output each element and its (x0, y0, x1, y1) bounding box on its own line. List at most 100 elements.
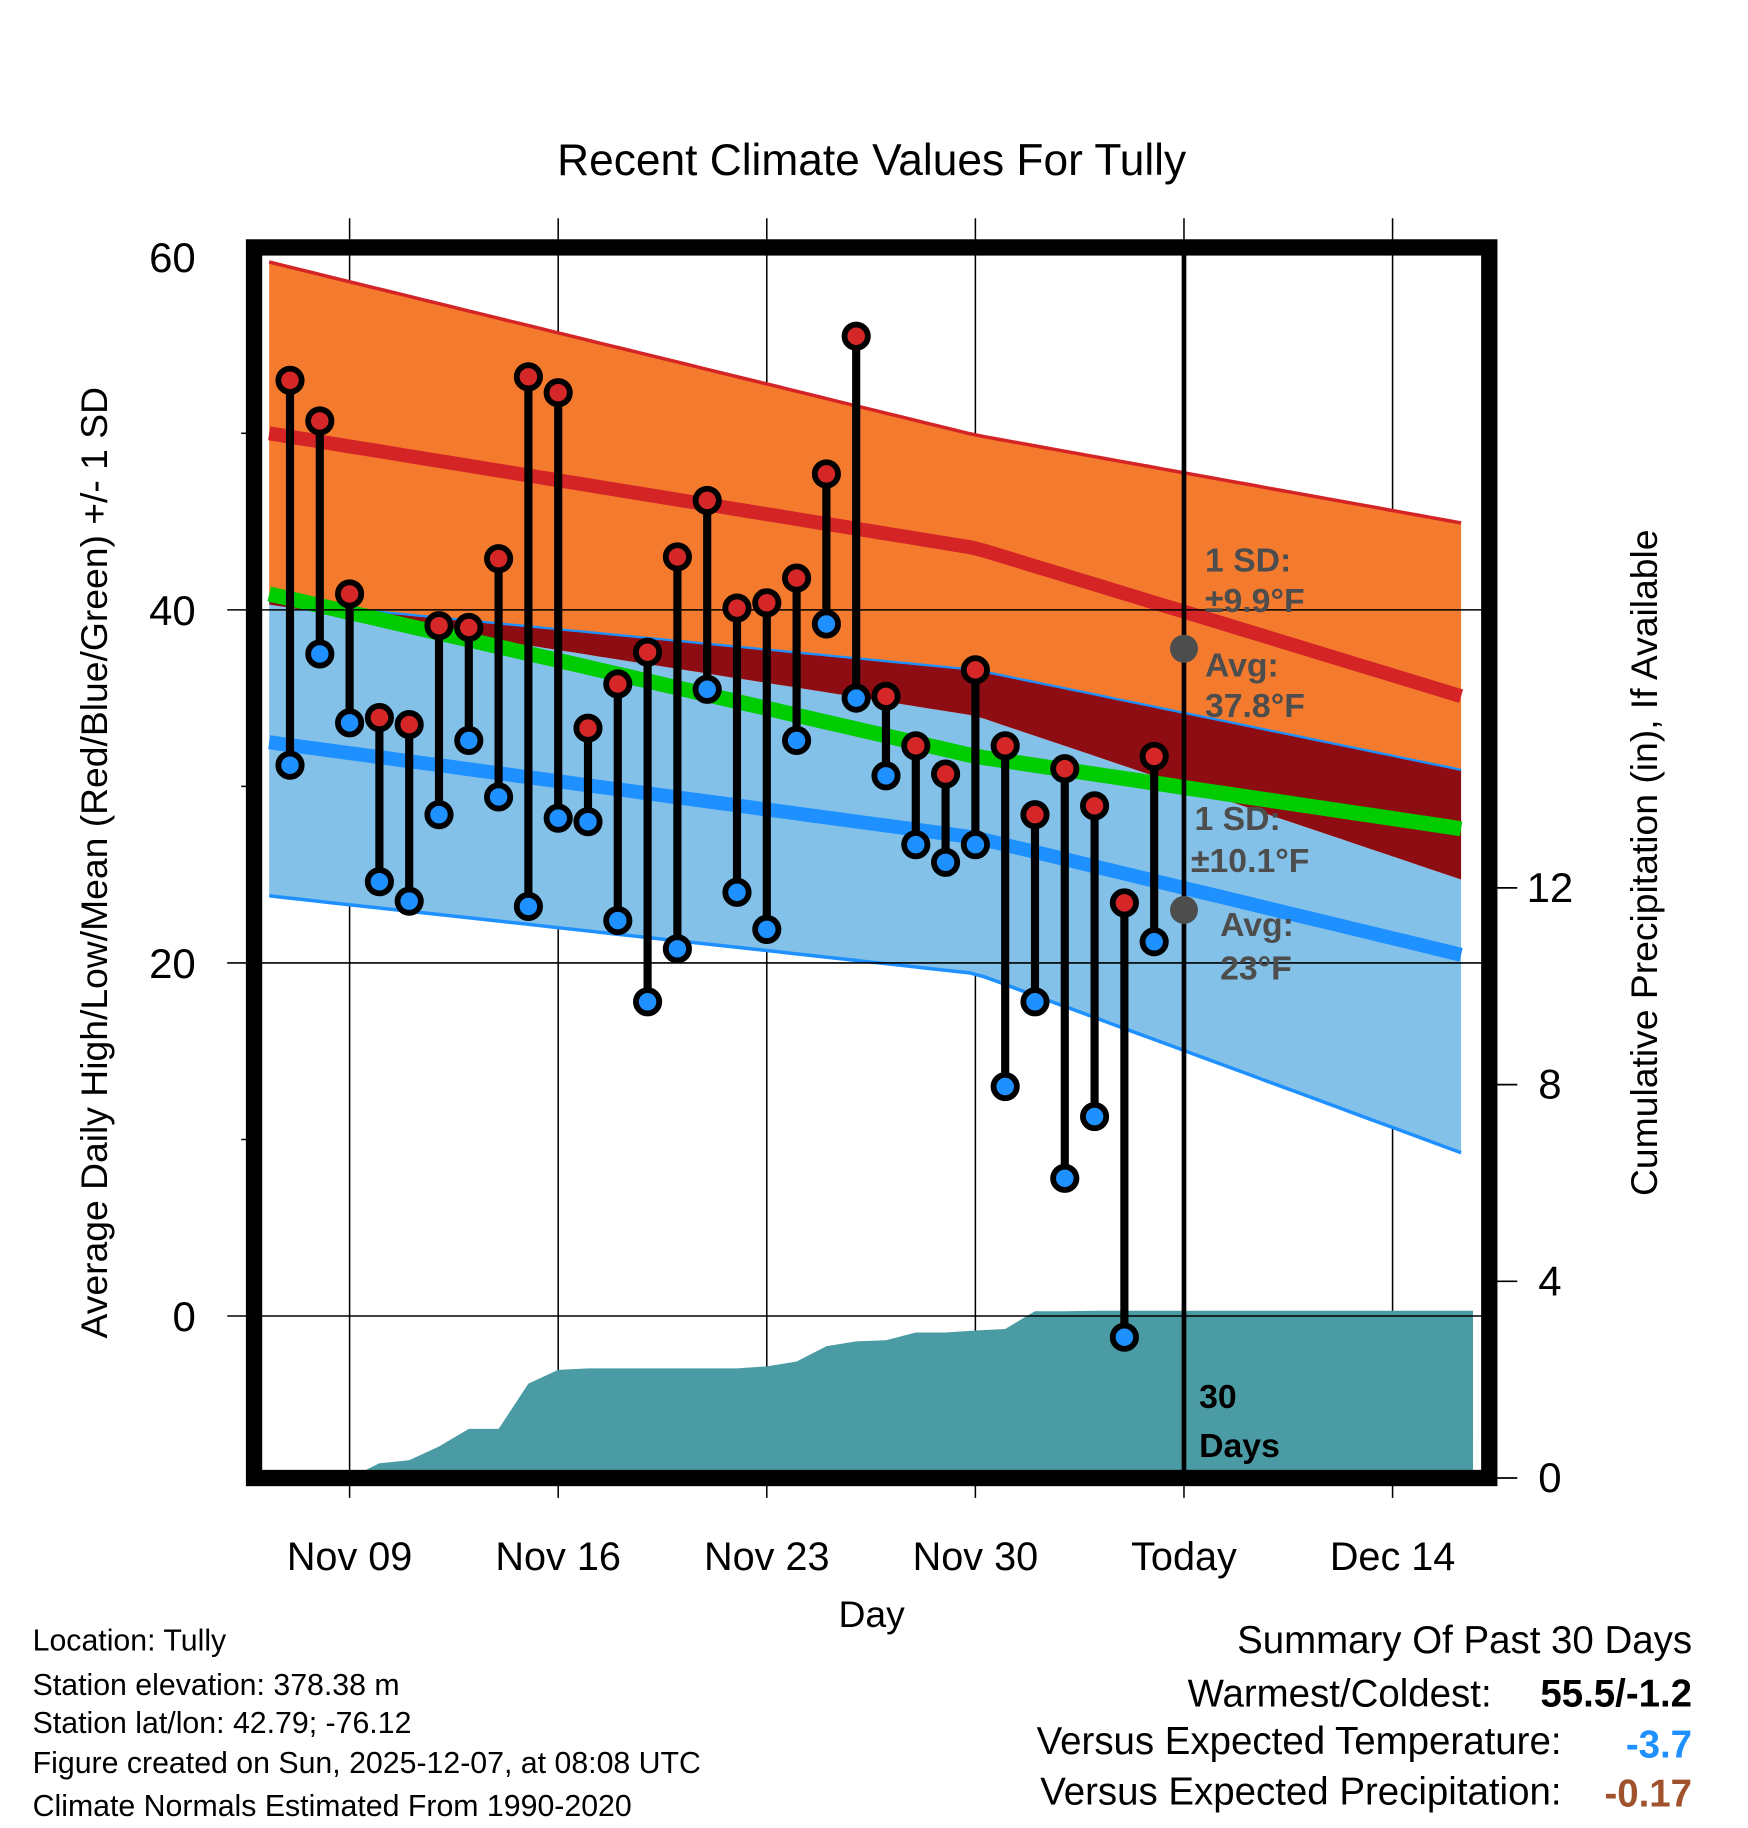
y-axis-label: Average Daily High/Low/Mean (Red/Blue/Gr… (73, 387, 115, 1338)
daily-high-point (1139, 741, 1169, 771)
summary-temp-label: Versus Expected Temperature: (1037, 1720, 1562, 1763)
daily-low-point (335, 708, 365, 738)
daily-high-point (782, 563, 812, 593)
daily-low-point (871, 761, 901, 791)
daily-high-point (513, 362, 543, 392)
daily-low-point (394, 886, 424, 916)
low-minus-sd-line (269, 894, 1462, 1155)
low-avg-line (268, 735, 1463, 962)
daily-low-point (960, 830, 990, 860)
y-tick-label: 40 (149, 587, 196, 634)
precip-area (361, 1310, 1474, 1473)
y2-tick-label: 12 (1527, 864, 1574, 911)
today-low-avg-marker (1169, 895, 1198, 924)
daily-high-point (633, 637, 663, 667)
x-tick-label: Dec 14 (1330, 1535, 1456, 1579)
footer-info: Location: Tully Station elevation: 378.3… (33, 1624, 701, 1822)
high-sd-label: 1 SD: (1205, 541, 1291, 579)
daily-high-point (871, 681, 901, 711)
daily-high-point (990, 731, 1020, 761)
today-high-avg-marker (1169, 634, 1198, 663)
daily-high-point (305, 406, 335, 436)
footer-latlon: Station lat/lon: 42.79; -76.12 (33, 1707, 412, 1740)
x-tick-label: Nov 30 (913, 1535, 1039, 1579)
daily-high-point (484, 544, 514, 574)
y2-tick-label: 4 (1538, 1257, 1561, 1304)
summary-temp-value: -3.7 (1626, 1724, 1692, 1767)
x-tick-label: Nov 23 (704, 1535, 830, 1579)
footer-elevation: Station elevation: 378.38 m (33, 1669, 400, 1702)
y2-tick-label: 0 (1538, 1454, 1561, 1501)
daily-high-point (1050, 754, 1080, 784)
high-avg-value: 37.8°F (1205, 687, 1305, 725)
chart-title: Recent Climate Values For Tully (557, 136, 1187, 185)
y2-tick-label: 8 (1538, 1061, 1561, 1108)
daily-low-point (1050, 1163, 1080, 1193)
low-sd-value: ±10.1°F (1191, 842, 1309, 880)
summary-precip-label: Versus Expected Precipitation: (1040, 1770, 1561, 1813)
summary-title: Summary Of Past 30 Days (1237, 1619, 1692, 1662)
x-tick-label: Today (1131, 1535, 1237, 1579)
daily-high-point (454, 612, 484, 643)
daily-high-point (1080, 791, 1110, 821)
daily-low-point (1080, 1101, 1110, 1132)
x-axis-label: Day (839, 1593, 906, 1635)
footer-created: Figure created on Sun, 2025-12-07, at 08… (33, 1747, 701, 1780)
daily-low-point (1139, 927, 1169, 957)
footer-normals: Climate Normals Estimated From 1990-2020 (33, 1790, 632, 1823)
y2-axis-label: Cumulative Precipitation (in), If Availa… (1623, 529, 1665, 1196)
daily-low-point (692, 674, 722, 704)
daily-low-point (633, 987, 663, 1017)
daily-high-point (692, 485, 722, 515)
y-tick-label: 20 (149, 940, 196, 987)
summary-warm-cold-label: Warmest/Coldest: (1188, 1672, 1492, 1715)
low-sd-label: 1 SD: (1194, 800, 1280, 838)
daily-high-point (275, 365, 305, 395)
x-tick-label: Nov 09 (287, 1535, 413, 1579)
summary-precip-value: -0.17 (1604, 1773, 1692, 1816)
daily-low-point (603, 906, 633, 936)
daily-high-point (1109, 888, 1139, 918)
daily-high-point (901, 731, 931, 761)
daily-low-point (782, 725, 812, 756)
daily-high-point (603, 669, 633, 699)
daily-low-point (573, 807, 603, 837)
daily-low-point (513, 891, 543, 922)
daily-high-point (931, 759, 961, 789)
daily-high-point (841, 321, 871, 351)
daily-high-point (960, 655, 990, 685)
x-tick-label: Nov 16 (495, 1535, 621, 1579)
low-avg-value: 23°F (1220, 949, 1292, 987)
days-count-number: 30 (1199, 1378, 1237, 1416)
overlap-band (269, 600, 1462, 880)
summary-panel: Summary Of Past 30 Days Warmest/Coldest:… (1037, 1619, 1692, 1816)
daily-low-point (811, 609, 841, 639)
low-avg-label: Avg: (1220, 906, 1294, 944)
daily-low-point (931, 847, 961, 877)
daily-low-point (543, 803, 573, 833)
daily-high-point (543, 378, 573, 408)
daily-low-point (722, 877, 752, 907)
daily-high-point (394, 710, 424, 740)
daily-low-point (1109, 1322, 1139, 1352)
high-avg-label: Avg: (1205, 646, 1279, 684)
daily-high-point (364, 702, 394, 733)
high-avg-line (268, 426, 1464, 703)
daily-low-point (484, 782, 514, 812)
low-sd-band (269, 604, 1462, 1153)
daily-high-point (335, 579, 365, 609)
daily-marks (275, 321, 1169, 1352)
days-count-word: Days (1199, 1427, 1280, 1465)
axes: 0 20 40 60 0 4 8 12 Nov 09 Nov 16 Nov 23 Nov 30 Toda… (149, 234, 1573, 1579)
y-tick-label: 0 (172, 1293, 195, 1340)
high-sd-value: ±9.9°F (1205, 582, 1305, 620)
summary-warm-cold-value: 55.5/-1.2 (1540, 1672, 1692, 1715)
daily-low-point (424, 800, 454, 830)
daily-high-point (1020, 800, 1050, 830)
daily-high-point (752, 588, 782, 618)
daily-low-point (752, 914, 782, 944)
daily-high-point (811, 459, 841, 489)
plot-frame (245, 239, 1498, 1487)
